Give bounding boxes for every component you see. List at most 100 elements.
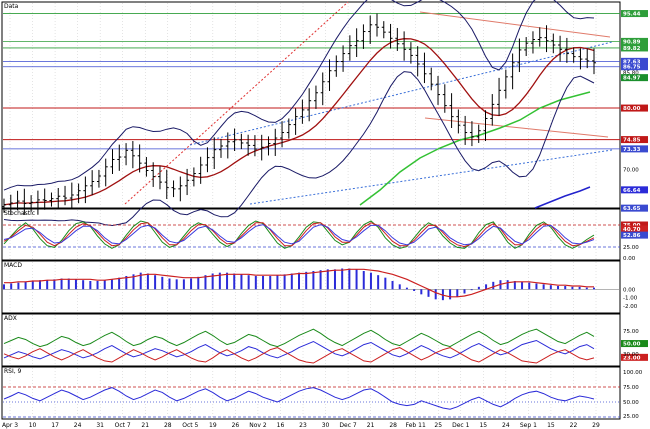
x-axis-tick-label: 17 (51, 422, 59, 429)
rsi-panel-frame (1, 366, 621, 420)
x-axis-tick-label: 21 (367, 422, 375, 429)
price-marker-label: 90.89 (623, 39, 641, 45)
stochastic-panel-frame (1, 208, 621, 261)
price-overlay-lines (124, 1, 613, 209)
price-marker-tag (621, 145, 648, 153)
price-marker-tag (621, 10, 648, 18)
price-marker-tag (621, 74, 648, 82)
macd-axis-label: 0.00 (623, 287, 636, 293)
trendline-dotted-blue-lower (249, 149, 613, 205)
x-axis-tick-label: 15 (547, 422, 555, 429)
price-marker-label: 95.44 (623, 12, 641, 18)
adx-marker-label: 50.00 (623, 342, 641, 348)
price-marker-label: 73.33 (623, 147, 641, 153)
price-marker-label: 74.85 (623, 138, 641, 144)
price-axis-label: 70.00 (623, 167, 639, 173)
series-line--di (3, 347, 595, 364)
macd-panel-title: MACD (4, 262, 22, 269)
adx-axis-label: 75.00 (623, 329, 639, 335)
moving-average-red (3, 38, 595, 206)
bollinger-upper-band (3, 0, 595, 191)
x-axis-tick-label: 19 (209, 422, 217, 429)
x-axis-tick-label: 21 (141, 422, 149, 429)
adx-marker-tag (621, 340, 648, 348)
x-axis-tick-label: 24 (74, 422, 82, 429)
macd-axis-label: -1.00 (623, 296, 638, 302)
price-marker-tag (621, 37, 648, 45)
adx-marker-tag (621, 353, 648, 361)
x-axis-tick-label: Feb 11 (406, 422, 426, 429)
series-line--d (3, 222, 595, 248)
channel-red-lower (424, 117, 609, 138)
x-axis-tick-label: Sep 1 (520, 422, 537, 429)
price-marker-label: 63.65 (623, 206, 641, 212)
x-axis-tick-label: 31 (96, 422, 104, 429)
x-axis-tick-label: 10 (29, 422, 37, 429)
x-axis-tick-label: 16 (277, 422, 285, 429)
x-axis-tick-label: 25 (434, 422, 442, 429)
price-marker-label: 84.97 (623, 76, 641, 82)
price-marker-label: 66.64 (623, 188, 641, 194)
x-axis-tick-label: Apr 3 (2, 422, 18, 429)
moving-average-blue-bottom (534, 186, 591, 209)
price-marker-label: 89.82 (623, 46, 641, 52)
stochastic-marker-label: 40.70 (623, 227, 641, 233)
adx-series-layer (3, 328, 595, 364)
price-marker-label: 80.00 (623, 106, 641, 112)
x-axis-tick-label: Oct 7 (115, 422, 131, 429)
rsi-series-layer (3, 386, 620, 418)
x-axis-tick-label: 23 (299, 422, 307, 429)
price-marker-tag (621, 44, 648, 52)
adx-panel-title: ADX (4, 315, 17, 322)
x-axis-tick-label: Dec 7 (339, 422, 357, 429)
macd-series-layer (3, 268, 620, 301)
price-marker-tag (621, 136, 648, 144)
stochastic-axis-label: 0.00 (623, 256, 636, 262)
rsi-axis-label: 50.00 (623, 400, 639, 406)
stochastic-marker-tag (621, 221, 648, 229)
x-axis-tick-label: 28 (389, 422, 397, 429)
adx-marker-label: 23.00 (623, 355, 641, 361)
stochastic-marker-tag (621, 231, 648, 239)
adx-axis-label: 30.00 (623, 352, 639, 358)
x-axis-tick-label: 26 (232, 422, 240, 429)
series-line-rsi (3, 387, 595, 410)
price-marker-tag (621, 104, 648, 112)
stochastic-marker-label: 52.86 (623, 233, 641, 239)
x-axis-tick-label: Nov 2 (249, 422, 267, 429)
trendline-dotted-blue-upper (189, 41, 613, 146)
stochastic-axis-label: 25.00 (623, 245, 639, 251)
x-axis-tick-label: 29 (592, 422, 600, 429)
x-axis-tick-label: 22 (570, 422, 578, 429)
rsi-axis-label: 25.00 (623, 414, 639, 420)
x-axis-tick-label: 15 (479, 422, 487, 429)
stochastic-marker-tag (621, 225, 648, 233)
price-marker-label: 86.75 (623, 65, 641, 71)
macd-signal-line (4, 268, 594, 298)
macd-panel-frame (1, 260, 621, 314)
channel-red-upper (419, 11, 611, 38)
x-axis-tick-label: Dec 1 (452, 422, 470, 429)
adx-panel-frame (1, 313, 621, 367)
rsi-axis-label: 100.00 (623, 370, 643, 376)
price-marker-tag (621, 57, 648, 65)
price-marker-label: 87.63 (623, 59, 641, 65)
price-marker-tag (621, 204, 648, 212)
price-marker-tag (621, 186, 648, 194)
rsi-panel-title: RSI, 9 (4, 368, 22, 375)
stochastic-panel-title: Stochastic (4, 210, 35, 217)
bollinger-lower-band (3, 71, 595, 227)
price-marker-tag (621, 63, 648, 71)
price-series-layer (2, 0, 596, 227)
price-panel-frame (1, 1, 621, 209)
rsi-axis-label: 75.00 (623, 385, 639, 391)
x-axis-tick-label: 28 (164, 422, 172, 429)
price-axis-label: 85.80 (623, 71, 639, 77)
stochastic-series-layer (3, 220, 620, 249)
series-line-adx (3, 328, 595, 348)
x-axis-tick-label: 24 (502, 422, 510, 429)
price-panel-title: Data (4, 3, 19, 10)
